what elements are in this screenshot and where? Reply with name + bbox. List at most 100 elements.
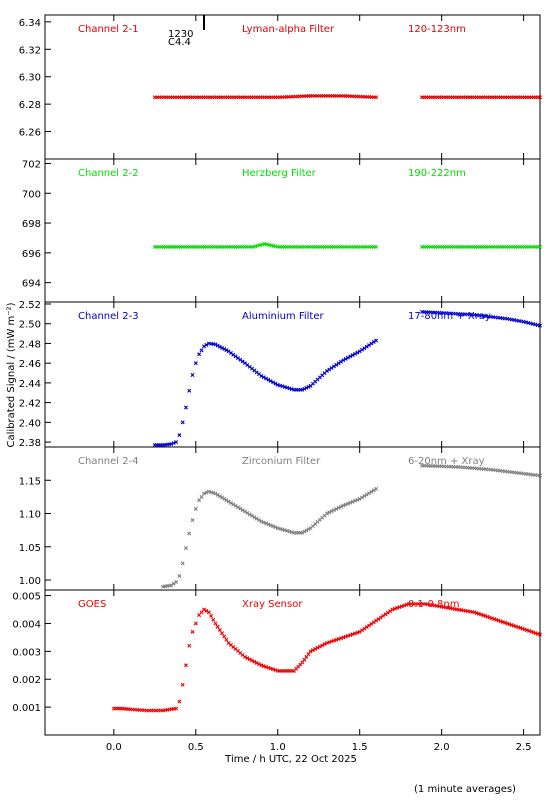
data-point: [348, 500, 353, 505]
data-point: [254, 516, 259, 521]
data-point: [371, 488, 376, 493]
data-point: [334, 362, 339, 367]
data-point: [224, 498, 229, 503]
data-point: [538, 632, 542, 637]
data-point: [174, 440, 179, 445]
data-point: [190, 518, 195, 523]
data-point: [327, 367, 332, 372]
ytick-label: 1.05: [19, 543, 41, 554]
data-point: [343, 356, 348, 361]
data-point: [220, 631, 225, 636]
data-point: [348, 354, 353, 359]
data-point: [268, 379, 273, 384]
ytick-label: 1.10: [19, 510, 41, 521]
data-point: [334, 506, 339, 511]
data-point: [242, 654, 247, 659]
data-point: [264, 521, 269, 526]
data-point: [364, 492, 369, 497]
data-point: [257, 662, 262, 667]
data-point: [322, 642, 327, 647]
data-point: [371, 340, 376, 345]
panel-frame-2: [44, 158, 541, 303]
panel-frame-1: [44, 14, 541, 160]
data-point: [245, 510, 250, 515]
data-point: [300, 530, 305, 535]
data-point: [364, 344, 369, 349]
data-point: [187, 531, 192, 536]
panel-frame-5: [44, 589, 541, 736]
x-axis-title: Time / h UTC, 22 Oct 2025: [224, 754, 357, 765]
data-point: [266, 377, 271, 382]
data-point: [211, 617, 216, 622]
data-point: [302, 386, 307, 391]
data-point: [213, 621, 218, 626]
data-point: [169, 442, 174, 447]
data-point: [273, 381, 278, 386]
data-point: [331, 508, 336, 513]
data-point: [329, 365, 334, 370]
data-point: [360, 347, 365, 352]
ytick-label: 1.00: [19, 576, 41, 587]
data-point: [320, 643, 325, 648]
data-point: [180, 420, 185, 425]
data-point: [538, 473, 542, 478]
data-point: [360, 495, 365, 500]
data-point: [336, 505, 341, 510]
ytick-label: 2.40: [19, 418, 41, 429]
panel-label: Herzberg Filter: [242, 168, 317, 179]
ytick-label: 2.42: [19, 399, 41, 410]
panel-frame-3: [44, 301, 541, 448]
data-point: [193, 361, 198, 366]
data-point: [247, 512, 252, 517]
ytick-label: 0.001: [12, 703, 41, 714]
data-point: [362, 346, 367, 351]
data-point: [341, 503, 346, 508]
ytick-label: 696: [22, 249, 41, 260]
data-point: [369, 341, 374, 346]
data-point: [331, 364, 336, 369]
data-point: [202, 344, 206, 349]
data-point: [180, 561, 185, 566]
data-point: [222, 347, 227, 352]
xtick-label: 2.5: [516, 742, 532, 753]
data-point: [252, 515, 257, 520]
data-point: [367, 491, 372, 496]
ytick-label: 698: [22, 219, 41, 230]
data-point: [217, 627, 222, 632]
data-point: [324, 369, 329, 374]
panel-label: 190-222nm: [408, 168, 466, 179]
data-point: [252, 659, 257, 664]
y-axis-title: Calibrated Signal / (mW m⁻²): [6, 302, 17, 447]
data-point: [174, 706, 179, 711]
data-point: [213, 342, 218, 347]
data-point: [215, 492, 220, 497]
data-point: [177, 433, 182, 438]
data-point: [346, 355, 350, 360]
data-point: [336, 361, 341, 366]
data-point: [187, 388, 192, 393]
data-point: [193, 506, 198, 511]
data-point: [538, 244, 542, 249]
panel-label: 120-123nm: [408, 24, 466, 35]
data-point: [369, 489, 374, 494]
data-point: [247, 657, 252, 662]
ytick-label: 0.005: [12, 592, 41, 603]
ytick-label: 2.52: [19, 300, 41, 311]
data-point: [222, 496, 227, 501]
data-point: [355, 350, 360, 355]
data-point: [261, 520, 266, 525]
ytick-label: 702: [22, 159, 41, 170]
data-point: [271, 380, 276, 385]
flare-class-label: C4.4: [168, 37, 191, 48]
data-point: [224, 637, 229, 642]
data-point: [302, 529, 307, 534]
panel-label: Xray Sensor: [242, 599, 303, 610]
data-point: [266, 522, 271, 527]
data-point: [315, 645, 320, 650]
data-point: [259, 373, 264, 378]
data-point: [259, 519, 264, 524]
data-point: [240, 508, 245, 513]
data-point: [197, 498, 202, 503]
data-point: [206, 610, 211, 615]
ytick-label: 6.34: [19, 18, 41, 29]
